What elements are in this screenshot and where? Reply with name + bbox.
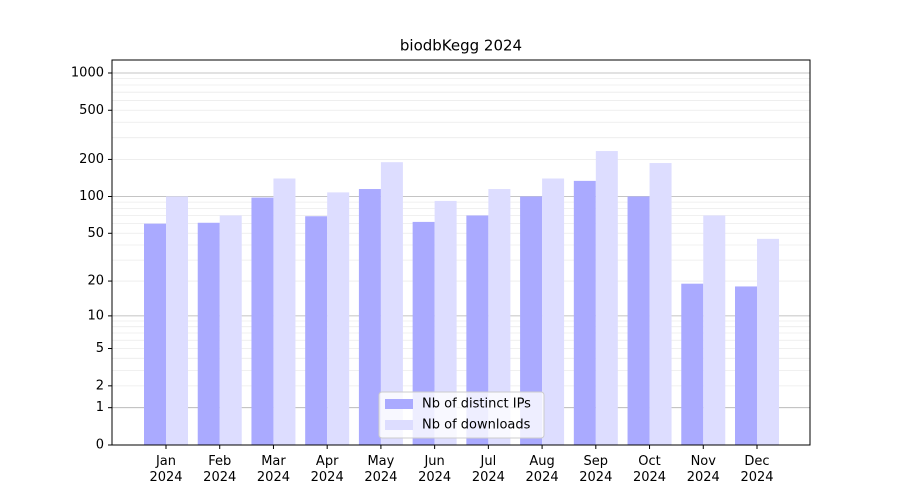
bar	[488, 189, 511, 445]
bar	[197, 222, 220, 445]
bar	[380, 162, 403, 445]
bar	[166, 196, 188, 445]
bar	[573, 180, 596, 445]
bar	[649, 163, 672, 445]
bar	[595, 151, 618, 445]
chart-title: biodbKegg 2024	[400, 37, 522, 55]
y-tick-label: 50	[87, 226, 104, 241]
bar	[251, 197, 274, 445]
bar	[520, 196, 543, 445]
bar	[144, 223, 166, 445]
x-tick-label: Mar 2024	[257, 454, 290, 485]
x-tick-label: Jul 2024	[472, 454, 505, 485]
bar	[627, 196, 650, 445]
bar	[358, 189, 381, 445]
x-tick-label: Aug 2024	[526, 454, 559, 485]
bar	[757, 238, 779, 445]
y-tick-label: 5	[96, 341, 104, 356]
y-tick-label: 200	[79, 152, 104, 167]
x-tick-label: Jun 2024	[418, 454, 451, 485]
x-tick-label: Feb 2024	[203, 454, 236, 485]
bar	[412, 221, 435, 445]
bar	[466, 215, 489, 445]
bar	[735, 286, 757, 445]
bar	[434, 200, 457, 445]
bar	[542, 178, 565, 445]
y-tick-label: 0	[96, 438, 104, 453]
x-tick-label: Oct 2024	[633, 454, 666, 485]
x-tick-label: Sep 2024	[579, 454, 612, 485]
x-tick-label: Nov 2024	[687, 454, 720, 485]
legend-box	[378, 391, 545, 439]
legend-swatch	[385, 420, 413, 430]
legend-swatch	[385, 399, 413, 409]
y-tick-label: 10	[87, 308, 104, 323]
x-tick-label: May 2024	[364, 454, 397, 485]
plot-frame	[111, 59, 811, 446]
y-tick-label: 100	[79, 189, 104, 204]
bar	[219, 215, 242, 445]
y-tick-label: 1000	[71, 65, 104, 80]
y-tick-label: 2	[96, 378, 104, 393]
legend-label: Nb of distinct IPs	[422, 397, 531, 412]
y-tick-label: 1	[96, 400, 104, 415]
y-tick-label: 20	[87, 274, 104, 289]
x-tick-label: Apr 2024	[311, 454, 344, 485]
x-tick-label: Jan 2024	[149, 454, 182, 485]
bar	[273, 178, 296, 445]
x-tick-label: Dec 2024	[740, 454, 773, 485]
bar	[327, 192, 350, 445]
bar	[681, 283, 704, 445]
bar	[305, 216, 328, 445]
legend-label: Nb of downloads	[422, 418, 531, 433]
y-tick-label: 500	[79, 103, 104, 118]
bar	[703, 215, 726, 445]
